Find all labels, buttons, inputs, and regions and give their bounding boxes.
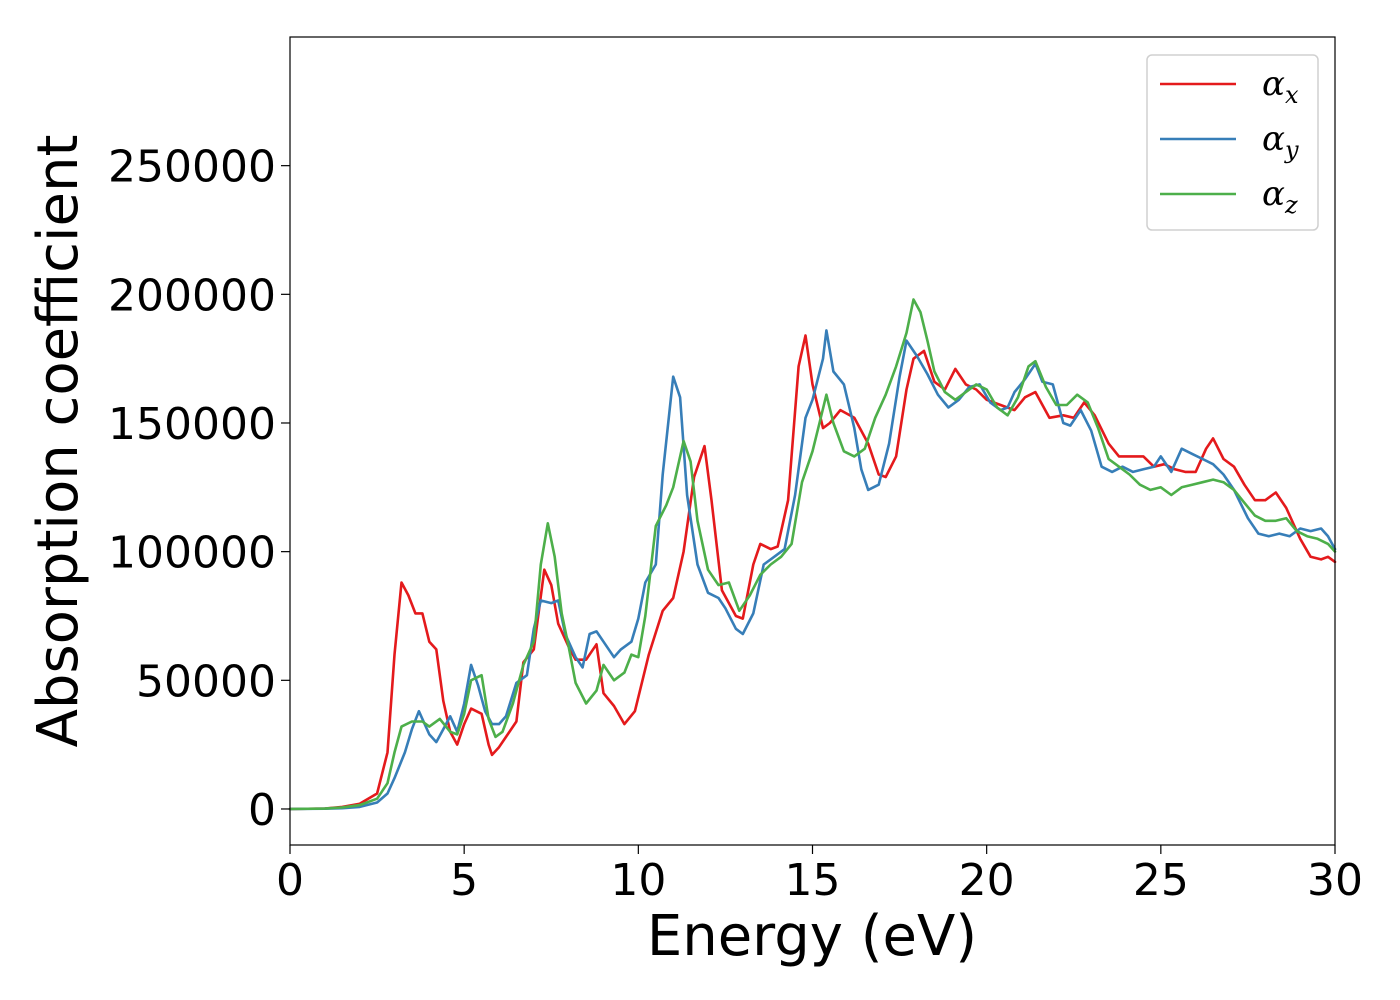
y-tick-label: 100000 [108, 528, 276, 579]
y-tick-label: 50000 [136, 656, 276, 707]
y-tick-label: 250000 [108, 142, 276, 193]
x-tick-label: 5 [450, 855, 478, 906]
y-axis-label: Absorption coefficient [26, 135, 91, 748]
series-line-z [288, 298, 1337, 811]
y-axis-ticks: 0 50000 100000 150000 200000 250000 [108, 142, 290, 836]
x-axis-label: Energy (eV) [647, 904, 977, 969]
x-tick-label: 30 [1307, 855, 1363, 906]
x-tick-label: 0 [276, 855, 304, 906]
x-tick-label: 25 [1133, 855, 1189, 906]
x-axis-ticks: 0 5 10 15 20 25 30 [276, 845, 1363, 906]
x-tick-label: 20 [959, 855, 1015, 906]
x-tick-label: 15 [785, 855, 841, 906]
x-tick-label: 10 [610, 855, 666, 906]
series-line-y [288, 329, 1337, 811]
y-tick-label: 200000 [108, 270, 276, 321]
series-layer [288, 298, 1337, 811]
y-tick-label: 150000 [108, 399, 276, 450]
series-line-x [288, 334, 1337, 811]
y-tick-label: 0 [248, 785, 276, 836]
legend-box [1146, 54, 1319, 231]
